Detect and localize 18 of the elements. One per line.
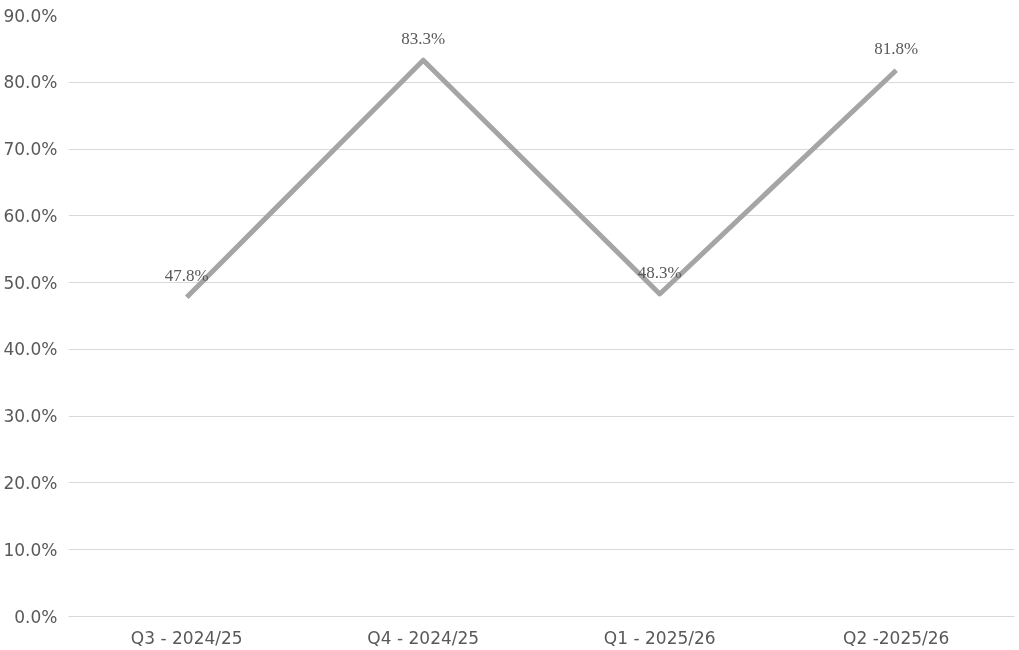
y-tick-label: 20.0%	[3, 472, 58, 493]
y-tick-label: 10.0%	[3, 539, 58, 560]
y-tick-label: 40.0%	[3, 339, 58, 360]
x-tick-label: Q3 - 2024/25	[130, 627, 243, 648]
y-tick-label: 80.0%	[3, 72, 58, 93]
data-label: 47.8%	[164, 266, 209, 286]
y-tick-label: 0.0%	[14, 606, 58, 627]
x-tick-label: Q2 -2025/26	[843, 627, 950, 648]
y-tick-label: 50.0%	[3, 272, 58, 293]
data-label: 48.3%	[637, 262, 682, 282]
x-tick-label: Q1 - 2025/26	[603, 627, 716, 648]
y-tick-label: 60.0%	[3, 205, 58, 226]
y-tick-label: 70.0%	[3, 139, 58, 160]
y-tick-label: 30.0%	[3, 406, 58, 427]
data-label: 83.3%	[401, 29, 446, 49]
x-tick-label: Q4 - 2024/25	[367, 627, 480, 648]
y-tick-label: 90.0%	[3, 5, 58, 26]
data-label: 81.8%	[874, 39, 919, 59]
